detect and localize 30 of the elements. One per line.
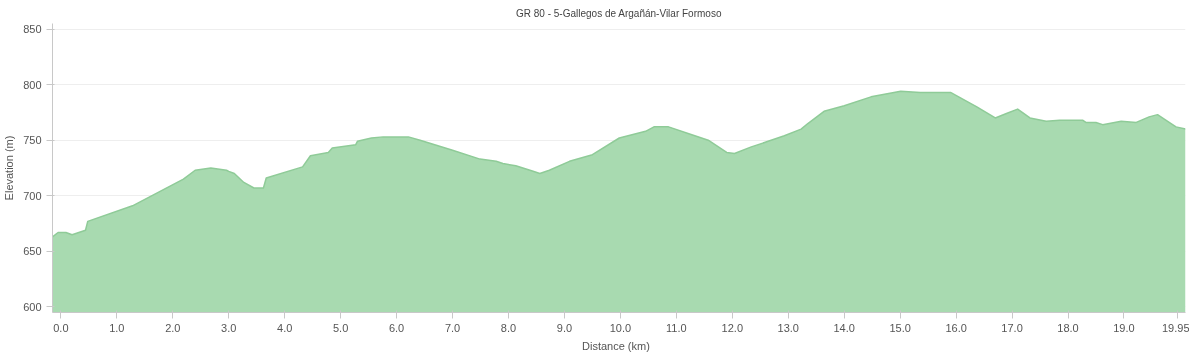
x-tick-label: 3.0	[221, 321, 237, 334]
x-tick-label: 1.0	[109, 321, 125, 334]
x-tick-label: 7.0	[444, 321, 461, 334]
x-tick-label: 2.0	[165, 321, 181, 334]
x-tick-label: 15.0	[889, 321, 911, 334]
y-tick-label: 750	[23, 134, 42, 147]
y-tick-label: 700	[23, 189, 42, 202]
x-tick-label: 17.0	[1001, 321, 1023, 334]
y-tick-label: 800	[23, 78, 42, 91]
x-tick-label: 16.0	[945, 321, 967, 334]
x-tick-label: 19.95	[1161, 321, 1189, 334]
x-tick-label: 5.0	[333, 321, 349, 334]
y-axis-title: Elevation (m)	[3, 135, 16, 201]
x-tick-label: 9.0	[556, 321, 573, 334]
x-tick-label: 8.0	[500, 321, 517, 334]
y-tick-label: 650	[23, 245, 42, 258]
x-axis-title: Distance (km)	[582, 339, 650, 352]
x-tick-label: 11.0	[666, 321, 687, 334]
chart-title: GR 80 - 5-Gallegos de Argañán-Vilar Formoso	[515, 7, 722, 19]
x-tick-label: 4.0	[277, 321, 293, 334]
x-tick-label: 14.0	[833, 321, 855, 334]
x-tick-label: 13.0	[777, 321, 799, 334]
y-tick-label: 850	[23, 23, 42, 36]
y-tick-label: 600	[23, 300, 42, 313]
x-tick-label: 6.0	[388, 321, 405, 334]
x-tick-label: 0.0	[53, 321, 69, 334]
x-tick-label: 19.0	[1113, 321, 1135, 334]
x-tick-label: 12.0	[721, 321, 744, 334]
x-tick-label: 10.0	[609, 321, 632, 334]
x-tick-label: 18.0	[1057, 321, 1079, 334]
